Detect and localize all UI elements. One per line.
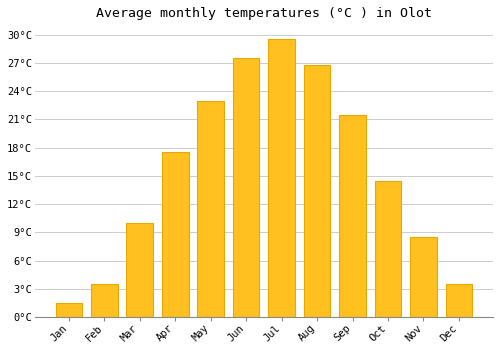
- Title: Average monthly temperatures (°C ) in Olot: Average monthly temperatures (°C ) in Ol…: [96, 7, 432, 20]
- Bar: [446, 284, 472, 317]
- Bar: [233, 58, 260, 317]
- Bar: [126, 223, 153, 317]
- Bar: [268, 40, 295, 317]
- Bar: [91, 284, 118, 317]
- Bar: [162, 152, 188, 317]
- Bar: [304, 65, 330, 317]
- Bar: [198, 100, 224, 317]
- Bar: [339, 115, 366, 317]
- Bar: [410, 237, 437, 317]
- Bar: [374, 181, 402, 317]
- Bar: [56, 303, 82, 317]
